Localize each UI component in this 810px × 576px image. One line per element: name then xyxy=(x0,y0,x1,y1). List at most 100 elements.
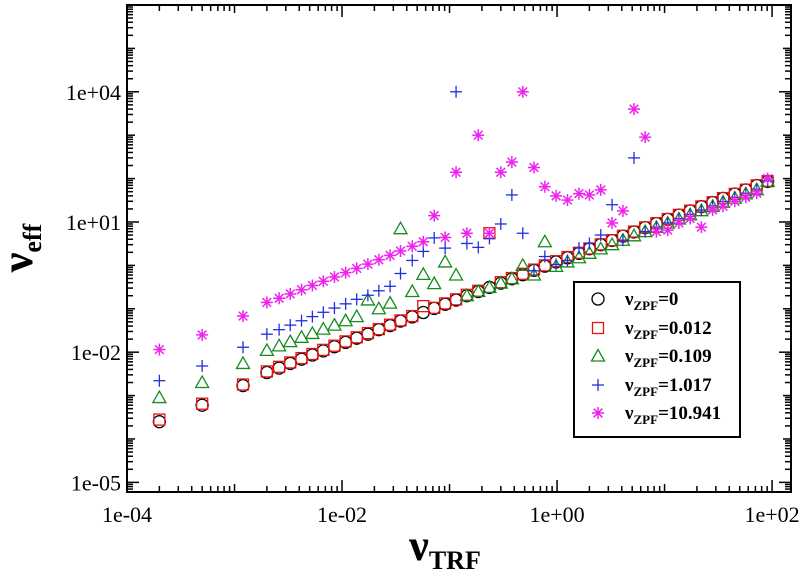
data-point xyxy=(505,156,518,169)
x-axis-label: νTRF xyxy=(408,521,481,575)
data-point xyxy=(406,240,419,253)
data-point xyxy=(706,203,719,216)
data-point xyxy=(350,262,363,275)
data-point xyxy=(259,342,275,357)
data-point xyxy=(460,227,473,240)
legend-marker-1 xyxy=(591,321,605,335)
legend-marker-4 xyxy=(592,407,604,419)
data-point xyxy=(616,234,629,247)
data-point xyxy=(561,194,574,207)
data-point xyxy=(371,300,387,315)
data-point xyxy=(394,267,407,280)
data-point xyxy=(583,237,596,250)
data-point xyxy=(672,216,685,229)
data-point xyxy=(483,227,496,240)
data-point xyxy=(504,271,520,285)
data-point xyxy=(717,200,730,213)
data-point xyxy=(284,319,297,332)
legend-box xyxy=(573,281,741,438)
data-point xyxy=(236,378,250,391)
data-point xyxy=(237,310,250,323)
data-point xyxy=(750,187,763,200)
legend: νZPF=0 νZPF=0.012 νZPF=0.109 νZPF=1.017 … xyxy=(573,281,741,438)
plot-frame xyxy=(126,4,792,493)
data-point xyxy=(559,254,576,268)
data-point xyxy=(684,212,697,225)
data-point xyxy=(739,191,752,204)
data-point xyxy=(616,204,629,217)
y-axis-label: νeff xyxy=(0,223,47,273)
data-point xyxy=(151,389,167,404)
data-point xyxy=(428,209,441,222)
data-point xyxy=(260,328,273,341)
data-point xyxy=(516,85,529,98)
x-tick-label: 1e-02 xyxy=(317,502,367,527)
data-point xyxy=(459,287,475,302)
data-point xyxy=(394,314,407,327)
legend-marker-3 xyxy=(592,379,604,391)
data-point xyxy=(594,229,607,242)
y-tick-label: 1e-02 xyxy=(71,340,121,365)
y-tick-label: 1e+04 xyxy=(66,80,121,105)
tick-labels: 1e-04 1e-02 1e+00 1e+02 1e-05 1e-02 1e+01 1e+04 xyxy=(66,80,800,527)
data-point xyxy=(761,172,774,185)
data-point xyxy=(460,237,473,250)
data-point xyxy=(505,188,518,201)
data-point xyxy=(282,333,298,348)
data-point xyxy=(450,85,463,98)
data-point xyxy=(349,308,365,323)
legend-label-zpf10941: νZPF=10.941 xyxy=(624,403,721,427)
x-tick-label: 1e+02 xyxy=(744,502,799,527)
data-point xyxy=(695,204,708,217)
data-point xyxy=(237,341,250,354)
data-point xyxy=(439,231,452,244)
data-point xyxy=(604,236,620,251)
data-point xyxy=(306,310,319,323)
data-point xyxy=(470,283,486,298)
data-point xyxy=(338,312,354,327)
y-tick-label: 1e+01 xyxy=(66,210,121,235)
y-axis-label-main: ν xyxy=(0,252,42,273)
data-point xyxy=(317,306,330,319)
data-point xyxy=(284,287,297,300)
data-point xyxy=(494,166,507,179)
data-point xyxy=(527,264,540,277)
x-tick-label: 1e+00 xyxy=(529,502,584,527)
data-point xyxy=(650,225,663,238)
data-point xyxy=(481,279,498,294)
data-point xyxy=(593,241,609,255)
data-point xyxy=(561,254,574,267)
data-point xyxy=(194,374,210,389)
data-point xyxy=(606,198,619,211)
data-point xyxy=(273,323,286,336)
data-point xyxy=(196,328,209,341)
data-point xyxy=(581,245,598,259)
data-points xyxy=(151,85,776,429)
data-point xyxy=(639,225,652,238)
data-point xyxy=(404,283,420,298)
data-point xyxy=(626,227,642,242)
data-point xyxy=(417,235,430,248)
series-4 xyxy=(153,85,774,356)
data-point xyxy=(339,266,352,279)
data-point xyxy=(350,293,363,306)
data-point xyxy=(493,275,509,289)
data-point xyxy=(304,325,320,340)
data-point xyxy=(153,413,166,426)
data-point xyxy=(372,284,385,297)
data-point xyxy=(437,254,453,268)
data-point xyxy=(394,244,407,257)
x-tick-label: 1e-04 xyxy=(102,502,152,527)
data-point xyxy=(384,280,397,293)
legend-marker-0 xyxy=(591,292,605,306)
data-point xyxy=(235,355,251,370)
data-point xyxy=(372,253,385,266)
data-point xyxy=(317,275,330,288)
y-tick-label: 1e-05 xyxy=(71,470,121,495)
data-point xyxy=(494,217,507,230)
data-point xyxy=(572,242,585,255)
data-point xyxy=(571,249,587,264)
data-point xyxy=(594,183,607,196)
data-point xyxy=(639,131,652,144)
